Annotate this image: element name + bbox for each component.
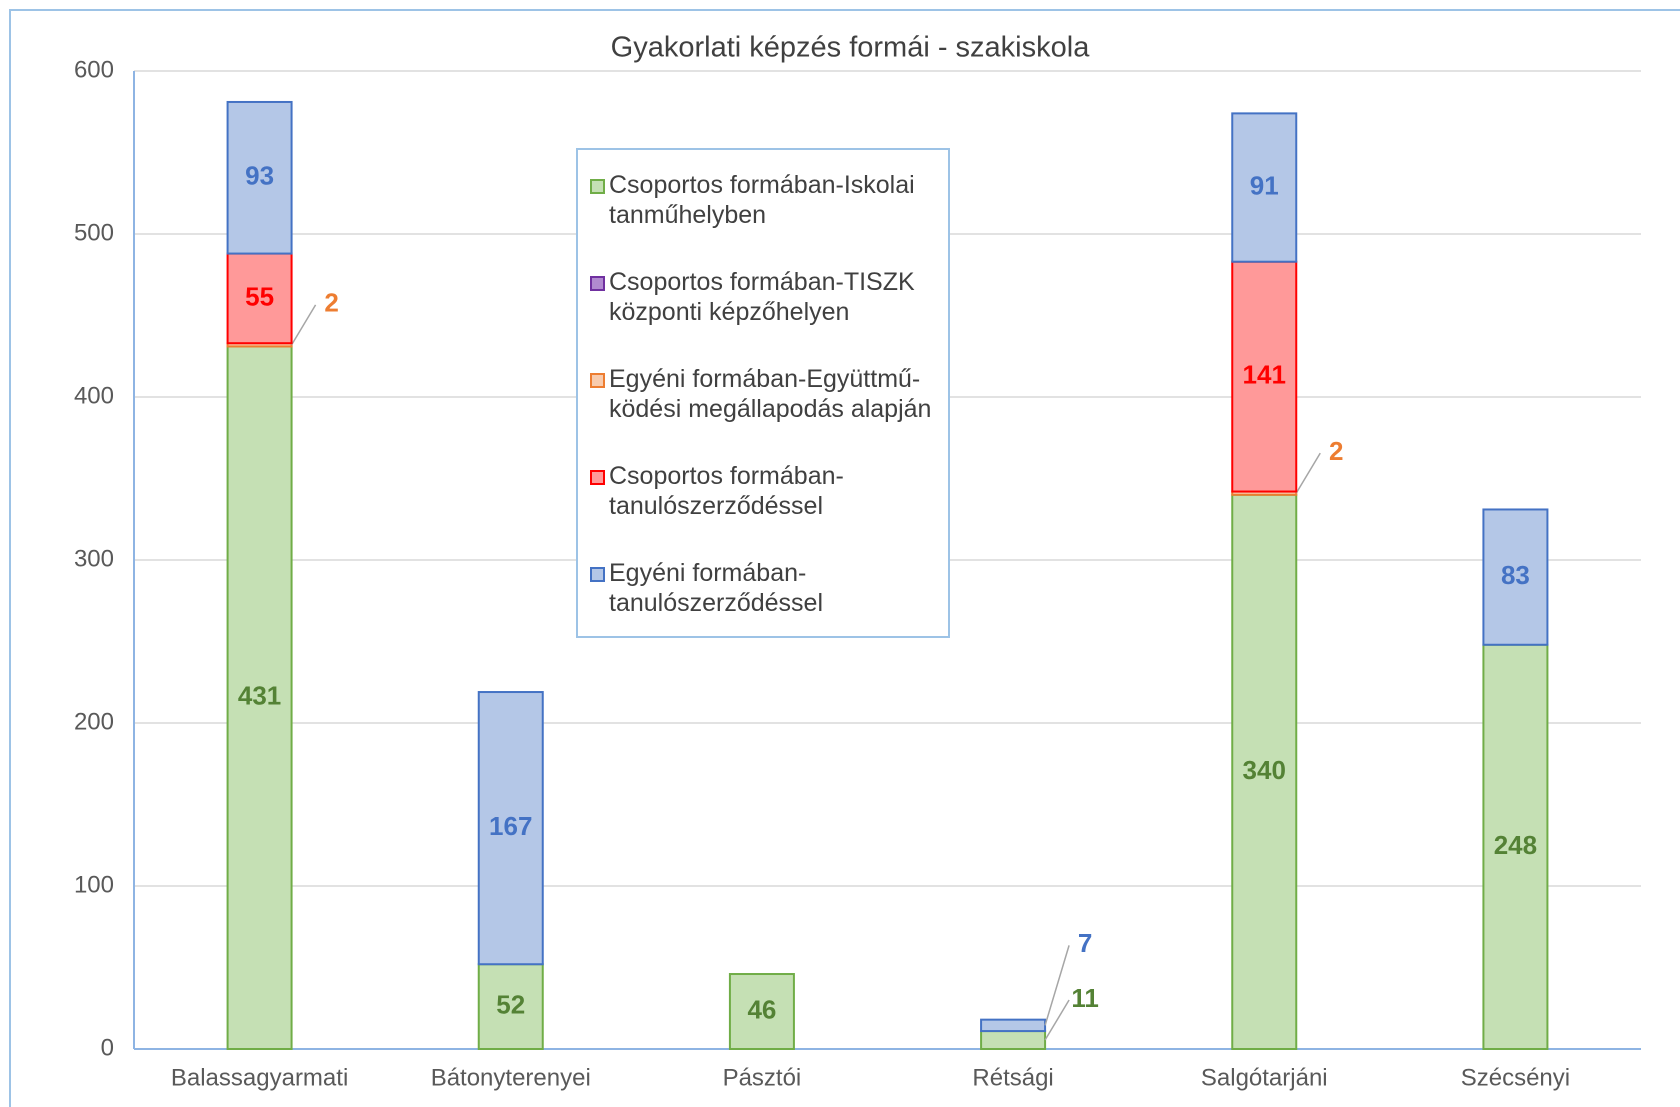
legend-swatch — [590, 276, 605, 291]
data-label: 83 — [1501, 560, 1530, 590]
bar-segment — [980, 1030, 1047, 1050]
leader-line — [290, 304, 317, 346]
data-label: 431 — [238, 681, 281, 711]
bar-segment — [226, 345, 293, 1051]
data-label: 91 — [1250, 170, 1279, 200]
x-tick-label: Salgótarjáni — [1201, 1064, 1328, 1091]
bar-segment — [1231, 260, 1298, 493]
legend-label: Egyéni formában-tanulószerződéssel — [609, 559, 824, 617]
x-tick-label: Balassagyarmati — [171, 1064, 348, 1091]
legend: Csoportos formában-Iskolai tanműhelyben C… — [576, 148, 950, 638]
y-tick-label: 500 — [74, 219, 114, 246]
x-tick-label: Bátonyterenyei — [431, 1064, 591, 1091]
data-label: 93 — [245, 161, 274, 191]
legend-swatch — [590, 470, 605, 485]
bar-segment — [226, 100, 293, 255]
bar-segment — [980, 1018, 1047, 1033]
y-tick-label: 200 — [74, 708, 114, 735]
y-tick-label: 300 — [74, 545, 114, 572]
bar-segment — [1231, 493, 1298, 1050]
y-tick-label: 600 — [74, 56, 114, 83]
data-label: 2 — [324, 288, 338, 318]
leader-line — [1295, 452, 1321, 494]
data-label: 340 — [1243, 755, 1286, 785]
data-label: 11 — [1071, 983, 1099, 1013]
legend-item: Csoportos formában-Iskolai tanműhelyben — [590, 170, 938, 230]
bar-segment — [1482, 643, 1549, 1050]
bar-segment — [226, 252, 293, 345]
y-tick-label: 0 — [101, 1034, 114, 1061]
bar-segment — [1482, 508, 1549, 646]
data-label: 141 — [1243, 360, 1286, 390]
data-label: 248 — [1494, 830, 1537, 860]
data-label: 7 — [1078, 928, 1092, 958]
frame-border — [9, 9, 1680, 1107]
bar-segment — [728, 973, 795, 1051]
legend-label: Csoportos formában-TISZK központi képzőh… — [609, 268, 915, 326]
x-tick-label: Pásztói — [723, 1064, 802, 1091]
bar-segment — [1231, 112, 1298, 263]
data-label: 52 — [496, 989, 525, 1019]
data-label: 55 — [245, 281, 274, 311]
leader-line — [1044, 999, 1070, 1041]
legend-label: Csoportos formában-tanulószerződéssel — [609, 462, 844, 520]
legend-swatch — [590, 373, 605, 388]
bar-segment — [477, 691, 544, 966]
x-tick-label: Szécsényi — [1461, 1064, 1570, 1091]
data-label: 46 — [747, 994, 776, 1024]
legend-swatch — [590, 567, 605, 582]
x-tick-label: Rétsági — [972, 1064, 1053, 1091]
data-label: 167 — [489, 811, 532, 841]
legend-label: Egyéni formában-Együttmű-ködési megállap… — [609, 365, 932, 423]
legend-item: Csoportos formában-tanulószerződéssel — [590, 461, 938, 521]
y-tick-label: 400 — [74, 382, 114, 409]
legend-item: Csoportos formában-TISZK központi képzőh… — [590, 267, 938, 327]
legend-label: Csoportos formában-Iskolai tanműhelyben — [609, 171, 915, 229]
y-tick-label: 100 — [74, 871, 114, 898]
legend-item: Egyéni formában-Együttmű-ködési megállap… — [590, 364, 938, 424]
leader-line — [1044, 945, 1070, 1026]
bar-segment — [477, 963, 544, 1050]
data-label: 2 — [1329, 436, 1343, 466]
legend-item: Egyéni formában-tanulószerződéssel — [590, 558, 938, 618]
legend-swatch — [590, 179, 605, 194]
chart-title: Gyakorlati képzés formái - szakiskola — [611, 32, 1091, 64]
